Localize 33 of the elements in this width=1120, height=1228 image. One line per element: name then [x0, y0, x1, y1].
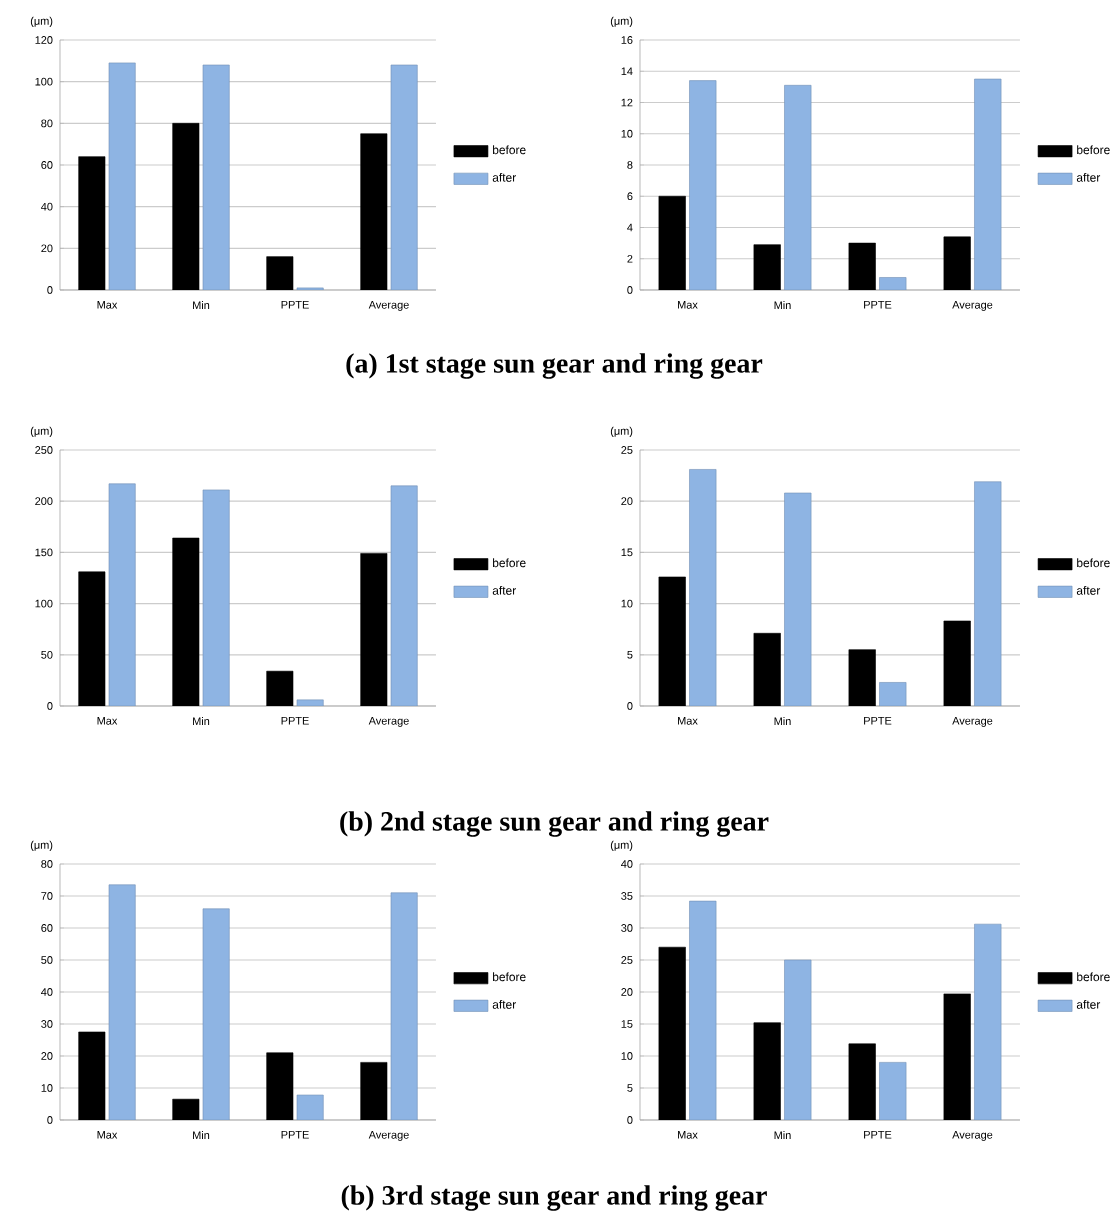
- bar: [974, 481, 1002, 706]
- bar: [78, 156, 106, 290]
- bar: [202, 489, 230, 706]
- bar: [879, 277, 907, 290]
- bar: [689, 80, 717, 290]
- text: (b) 2nd stage sun gear and ring gear: [340, 811, 769, 837]
- text: (a) 1st stage sun gear and ring gear: [346, 353, 763, 379]
- bar: [974, 923, 1002, 1120]
- bar: [296, 699, 324, 706]
- bar: [753, 632, 781, 706]
- bar: [689, 469, 717, 706]
- bar: [879, 682, 907, 706]
- bar: [658, 576, 686, 706]
- bar: [390, 485, 418, 706]
- bar: [943, 620, 971, 706]
- bar: [390, 64, 418, 290]
- bar: [879, 1062, 907, 1120]
- bar: [784, 492, 812, 706]
- bar: [689, 900, 717, 1120]
- bar: [848, 649, 876, 706]
- bar: [784, 85, 812, 290]
- bar: [172, 123, 200, 290]
- bar: [202, 64, 230, 290]
- bar: [108, 62, 136, 290]
- bar: [390, 892, 418, 1120]
- bar: [108, 483, 136, 706]
- bar: [360, 133, 388, 290]
- text: (b) 3rd stage sun gear and ring gear: [341, 1185, 767, 1211]
- bar: [202, 908, 230, 1120]
- bar: [108, 884, 136, 1120]
- bar: [784, 959, 812, 1120]
- bar: [266, 256, 294, 290]
- bar: [974, 78, 1002, 290]
